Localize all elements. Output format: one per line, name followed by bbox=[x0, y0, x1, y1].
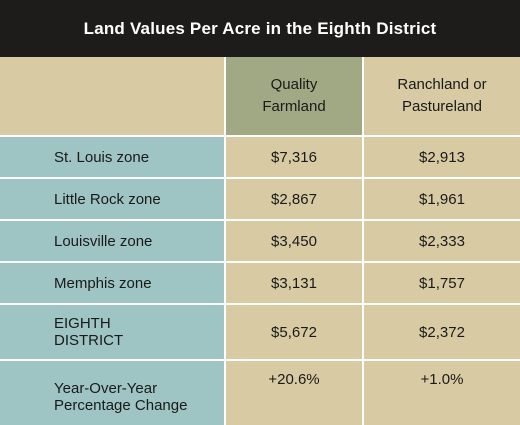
table-cell: +1.0% bbox=[364, 361, 520, 425]
row-label-text: DISTRICT bbox=[54, 332, 124, 349]
table-cell: $2,333 bbox=[364, 221, 520, 261]
column-divider bbox=[224, 361, 226, 425]
row-label-year-over-year: Year-Over-Year Percentage Change bbox=[0, 361, 224, 425]
column-divider bbox=[224, 305, 226, 359]
row-divider bbox=[0, 177, 520, 179]
row-label-eighth-district: EIGHTH DISTRICT bbox=[0, 305, 224, 359]
column-divider bbox=[224, 263, 226, 303]
table-cell: $5,672 bbox=[226, 305, 362, 359]
table-cell: $1,757 bbox=[364, 263, 520, 303]
column-divider bbox=[362, 305, 364, 359]
table-cell: $2,913 bbox=[364, 137, 520, 177]
column-divider bbox=[224, 57, 226, 135]
row-label-text: Memphis zone bbox=[54, 274, 152, 292]
table-title: Land Values Per Acre in the Eighth Distr… bbox=[0, 0, 520, 57]
column-divider bbox=[362, 137, 364, 177]
table-cell: $2,867 bbox=[226, 179, 362, 219]
table-cell: $2,372 bbox=[364, 305, 520, 359]
row-label-little-rock: Little Rock zone bbox=[0, 179, 224, 219]
row-label-louisville: Louisville zone bbox=[0, 221, 224, 261]
row-label-text: St. Louis zone bbox=[54, 148, 150, 166]
column-divider bbox=[362, 179, 364, 219]
column-header-line: Farmland bbox=[262, 98, 326, 115]
column-divider bbox=[362, 221, 364, 261]
column-divider bbox=[362, 57, 364, 135]
column-header-line: Pastureland bbox=[401, 98, 483, 115]
row-label-st-louis: St. Louis zone bbox=[0, 137, 224, 177]
table-cell: $3,450 bbox=[226, 221, 362, 261]
table-cell: $7,316 bbox=[226, 137, 362, 177]
column-divider bbox=[224, 137, 226, 177]
row-divider bbox=[0, 303, 520, 305]
table-cell: +20.6% bbox=[226, 361, 362, 425]
column-header-line: Ranchland or bbox=[397, 76, 487, 93]
row-label-text: Percentage Change bbox=[54, 397, 188, 414]
column-header-line: Quality bbox=[270, 76, 318, 93]
column-header-quality-farmland: Quality Farmland bbox=[226, 57, 362, 135]
column-divider bbox=[224, 221, 226, 261]
header-corner bbox=[0, 57, 224, 135]
table-grid: Quality Farmland Ranchland or Pasturelan… bbox=[0, 57, 520, 425]
row-label-memphis: Memphis zone bbox=[0, 263, 224, 303]
table-cell: $3,131 bbox=[226, 263, 362, 303]
row-label-text: Little Rock zone bbox=[54, 190, 161, 208]
column-header-ranchland: Ranchland or Pastureland bbox=[364, 57, 520, 135]
column-divider bbox=[224, 179, 226, 219]
row-divider bbox=[0, 219, 520, 221]
column-divider bbox=[362, 263, 364, 303]
column-divider bbox=[362, 361, 364, 425]
table-cell: $1,961 bbox=[364, 179, 520, 219]
row-label-text: Year-Over-Year bbox=[54, 380, 158, 397]
row-label-text: Louisville zone bbox=[54, 232, 153, 250]
row-divider bbox=[0, 261, 520, 263]
row-label-text: EIGHTH bbox=[54, 315, 111, 332]
row-divider bbox=[0, 359, 520, 361]
row-divider bbox=[0, 135, 520, 137]
